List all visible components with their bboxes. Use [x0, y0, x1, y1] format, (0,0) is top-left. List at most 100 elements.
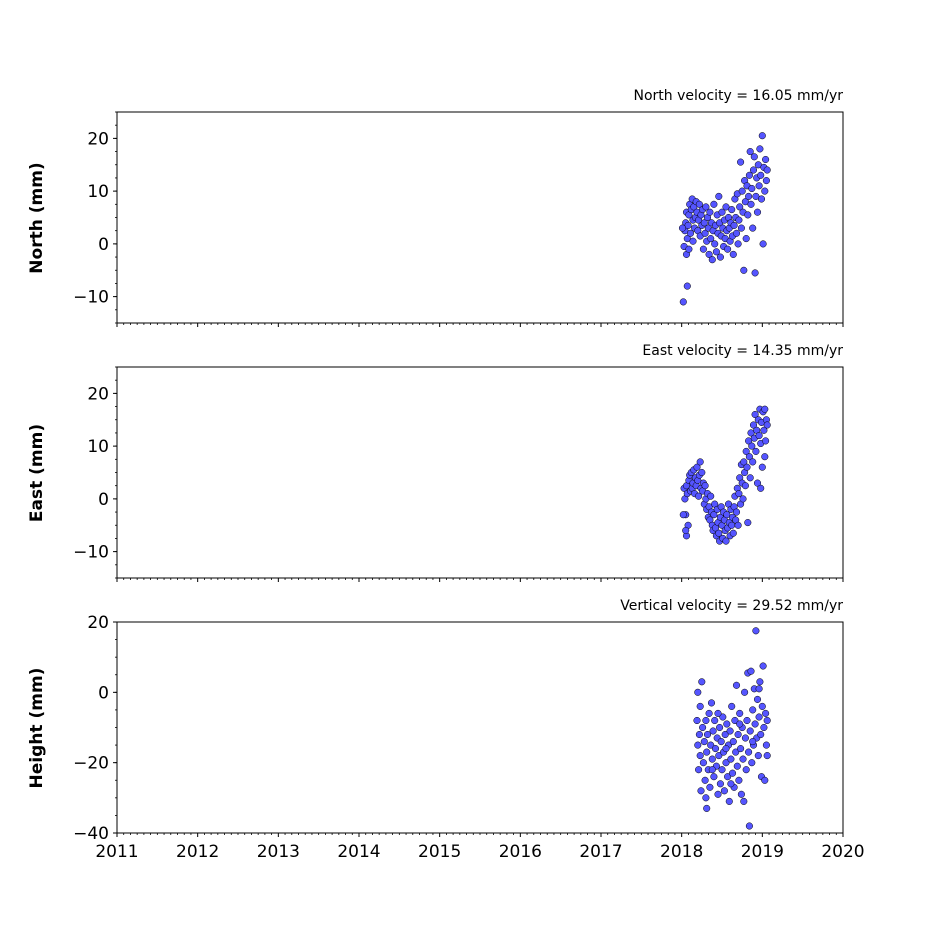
data-point	[710, 200, 718, 208]
data-point	[722, 759, 730, 767]
data-point	[736, 709, 744, 717]
data-point	[731, 716, 739, 725]
data-point	[735, 216, 743, 224]
panel-height-yticks: −40 −20 0 20	[73, 613, 117, 844]
data-point	[711, 240, 719, 248]
panel-east-xticks	[116, 578, 844, 582]
data-point	[763, 166, 771, 174]
data-point	[679, 298, 687, 306]
data-point	[737, 158, 745, 166]
x-tick-label: 2013	[257, 842, 300, 862]
data-point	[739, 755, 747, 763]
data-point	[715, 529, 723, 537]
data-point	[747, 200, 755, 208]
panel-east-points	[679, 405, 771, 545]
data-point	[703, 804, 711, 812]
data-point	[745, 192, 753, 200]
data-point	[739, 495, 747, 503]
data-point	[735, 490, 743, 498]
x-tick-label: 2019	[741, 842, 784, 862]
data-point	[732, 508, 741, 516]
data-point	[722, 537, 730, 545]
data-point	[711, 716, 719, 725]
data-point	[738, 187, 746, 195]
data-point	[747, 667, 755, 675]
x-tick-label: 2016	[499, 842, 542, 862]
panel-east-ylabel: East (mm)	[27, 424, 47, 522]
data-point	[702, 794, 710, 802]
data-point	[707, 741, 715, 749]
data-point	[751, 410, 759, 419]
data-point	[753, 695, 762, 703]
data-point	[757, 730, 765, 739]
data-point	[742, 447, 750, 455]
data-point	[707, 235, 715, 243]
data-point	[745, 171, 753, 179]
data-point	[689, 237, 697, 245]
data-point	[735, 776, 743, 784]
data-point	[762, 741, 770, 749]
data-point	[745, 453, 753, 461]
data-point	[741, 688, 749, 696]
data-point	[694, 688, 702, 696]
data-point	[749, 458, 757, 466]
data-point	[700, 738, 708, 746]
data-point	[733, 762, 741, 770]
data-point	[696, 752, 704, 760]
data-point	[749, 166, 758, 174]
data-point	[712, 248, 720, 256]
data-point	[693, 463, 701, 471]
data-point	[737, 745, 745, 753]
data-point	[695, 766, 703, 774]
panel-east: East velocity = 14.35 mm/yr −10 0 10 20 Eas…	[27, 343, 844, 582]
data-point	[683, 282, 691, 290]
data-point	[696, 458, 704, 466]
data-point	[758, 132, 766, 140]
data-point	[729, 250, 737, 258]
data-point	[757, 171, 765, 179]
y-tick-label: 20	[87, 129, 109, 149]
data-point	[708, 766, 716, 774]
y-tick-label: 0	[98, 490, 109, 510]
data-point	[720, 787, 728, 795]
data-point	[760, 723, 768, 732]
data-point	[686, 229, 695, 237]
panel-east-title: East velocity = 14.35 mm/yr	[642, 343, 843, 359]
panel-north-xticks	[116, 323, 844, 327]
data-point	[746, 148, 754, 156]
data-point	[715, 752, 723, 760]
data-point	[762, 155, 770, 164]
data-point	[736, 720, 744, 728]
panel-north-points	[678, 132, 771, 306]
data-point	[753, 208, 762, 216]
y-tick-label: −10	[73, 543, 109, 563]
data-point	[749, 706, 757, 714]
data-point	[751, 720, 759, 728]
data-point	[732, 229, 741, 237]
data-point	[705, 709, 713, 717]
data-point	[757, 195, 766, 203]
x-tick-label: 2017	[579, 842, 622, 862]
data-point	[719, 713, 727, 721]
data-point	[702, 716, 710, 725]
data-point	[762, 709, 770, 717]
data-point	[698, 678, 706, 686]
data-point	[734, 730, 742, 739]
data-point	[752, 447, 760, 455]
data-point	[727, 780, 735, 788]
data-point	[740, 458, 748, 466]
y-tick-label: 20	[87, 613, 109, 633]
y-tick-label: 0	[98, 683, 109, 703]
data-point	[760, 426, 768, 434]
data-point	[759, 662, 767, 670]
data-point	[755, 432, 763, 440]
panel-east-frame	[116, 366, 844, 579]
data-point	[755, 182, 763, 190]
data-point	[698, 468, 706, 477]
data-point	[756, 145, 764, 153]
data-point	[737, 224, 745, 232]
data-point	[748, 442, 756, 450]
y-tick-label: −40	[73, 824, 109, 844]
data-point	[746, 727, 754, 735]
